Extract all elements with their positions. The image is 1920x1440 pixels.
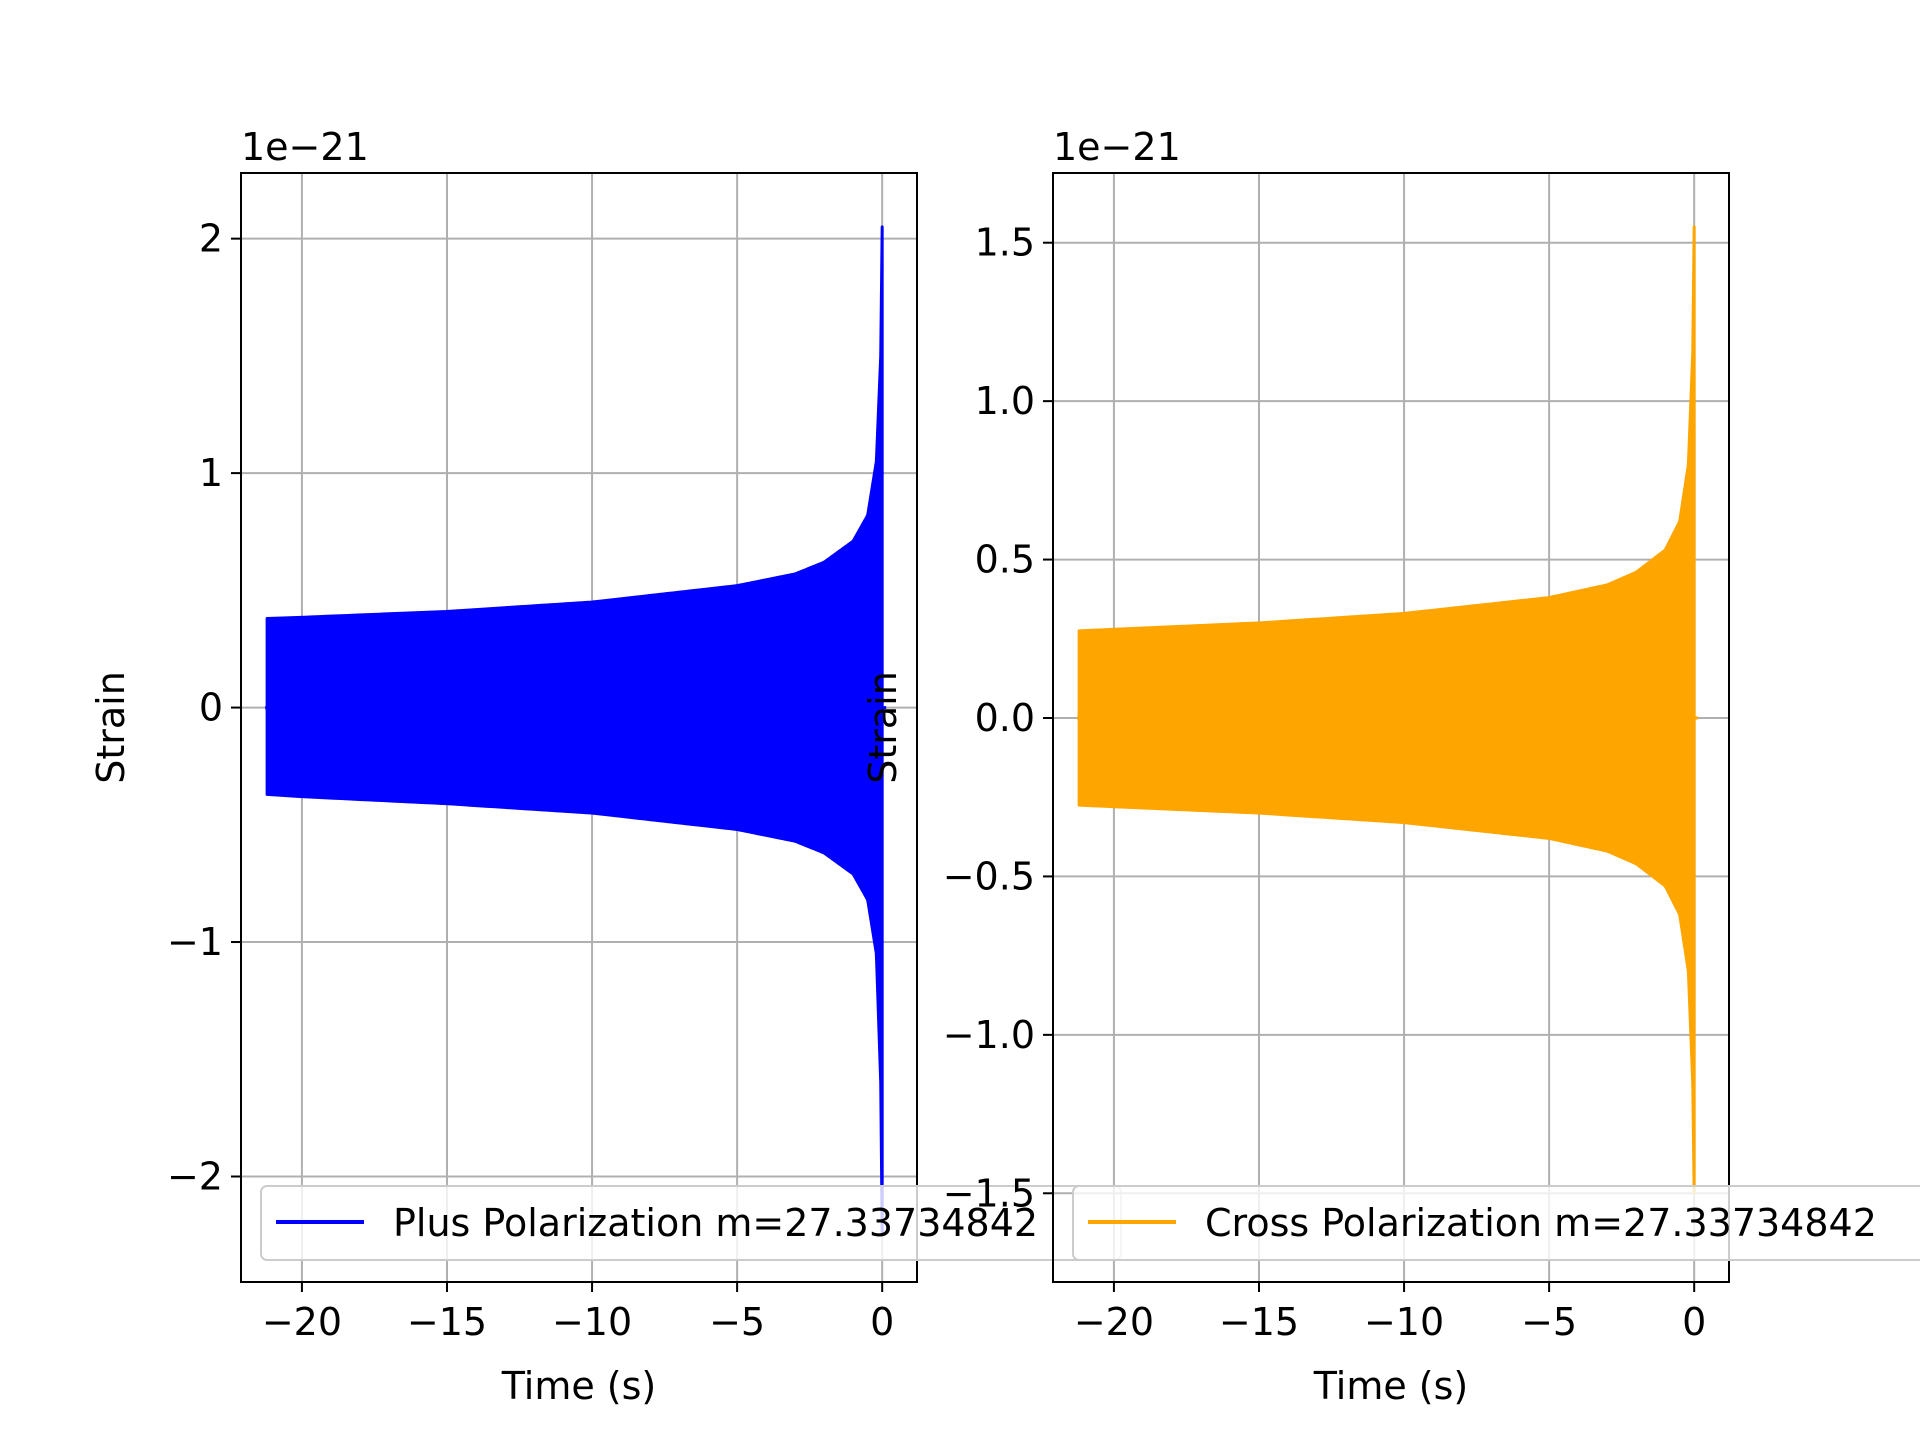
cross-axes-frame — [1052, 172, 1730, 1283]
plus-y-tick-label: 0 — [199, 686, 223, 730]
plus-x-tick-label: −15 — [407, 1300, 487, 1344]
plus-x-tick-label: −10 — [552, 1300, 632, 1344]
cross-y-ticks: −1.5 −1.0 −0.5 0.0 0.5 1.0 1.5 — [943, 221, 1053, 1215]
cross-y-tick-label: −0.5 — [943, 854, 1035, 898]
plus-y-tick-label: 2 — [199, 217, 223, 261]
cross-x-ticks: −20 −15 −10 −5 0 — [1074, 1282, 1706, 1344]
cross-y-tick-label: −1.5 — [943, 1171, 1035, 1215]
cross-y-axis-label: Strain — [861, 671, 905, 784]
plus-legend-label: Plus Polarization m=27.33734842 — [393, 1201, 1038, 1245]
plus-x-axis-label: Time (s) — [501, 1364, 657, 1408]
cross-y-tick-label: −1.0 — [943, 1013, 1035, 1057]
plus-legend: Plus Polarization m=27.33734842 — [260, 1185, 1122, 1261]
cross-offset-label: 1e−21 — [1053, 125, 1181, 169]
cross-legend-box — [1072, 1185, 1920, 1261]
plus-y-axis-label: Strain — [89, 671, 133, 784]
cross-legend-label: Cross Polarization m=27.33734842 — [1205, 1201, 1877, 1245]
plus-y-ticks: −2 −1 0 1 2 — [167, 217, 241, 1198]
plus-y-tick-label: 1 — [199, 451, 223, 495]
cross-y-tick-label: 1.5 — [975, 221, 1035, 265]
cross-y-tick-label: 0.5 — [975, 538, 1035, 582]
cross-y-tick-label: 1.0 — [975, 379, 1035, 423]
cross-x-tick-label: −15 — [1219, 1300, 1299, 1344]
plus-y-tick-label: −1 — [167, 920, 223, 964]
plus-x-ticks: −20 −15 −10 −5 0 — [262, 1282, 894, 1344]
cross-y-tick-label: 0.0 — [975, 696, 1035, 740]
cross-x-tick-label: 0 — [1682, 1300, 1706, 1344]
cross-x-tick-label: −10 — [1364, 1300, 1444, 1344]
plus-x-tick-label: −20 — [262, 1300, 342, 1344]
cross-x-axis-label: Time (s) — [1313, 1364, 1469, 1408]
plus-y-tick-label: −2 — [167, 1154, 223, 1198]
cross-polarization-subplot: −20 −15 −10 −5 0 −1.5 −1.0 −0.5 0.0 0.5 1.0 1.5 1e… — [861, 125, 1920, 1408]
plus-offset-label: 1e−21 — [241, 125, 369, 169]
cross-x-tick-label: −20 — [1074, 1300, 1154, 1344]
plus-x-tick-label: 0 — [870, 1300, 894, 1344]
cross-x-tick-label: −5 — [1521, 1300, 1577, 1344]
plus-axes-frame — [240, 172, 918, 1283]
cross-legend: Cross Polarization m=27.33734842 — [1072, 1185, 1920, 1261]
plus-x-tick-label: −5 — [709, 1300, 765, 1344]
